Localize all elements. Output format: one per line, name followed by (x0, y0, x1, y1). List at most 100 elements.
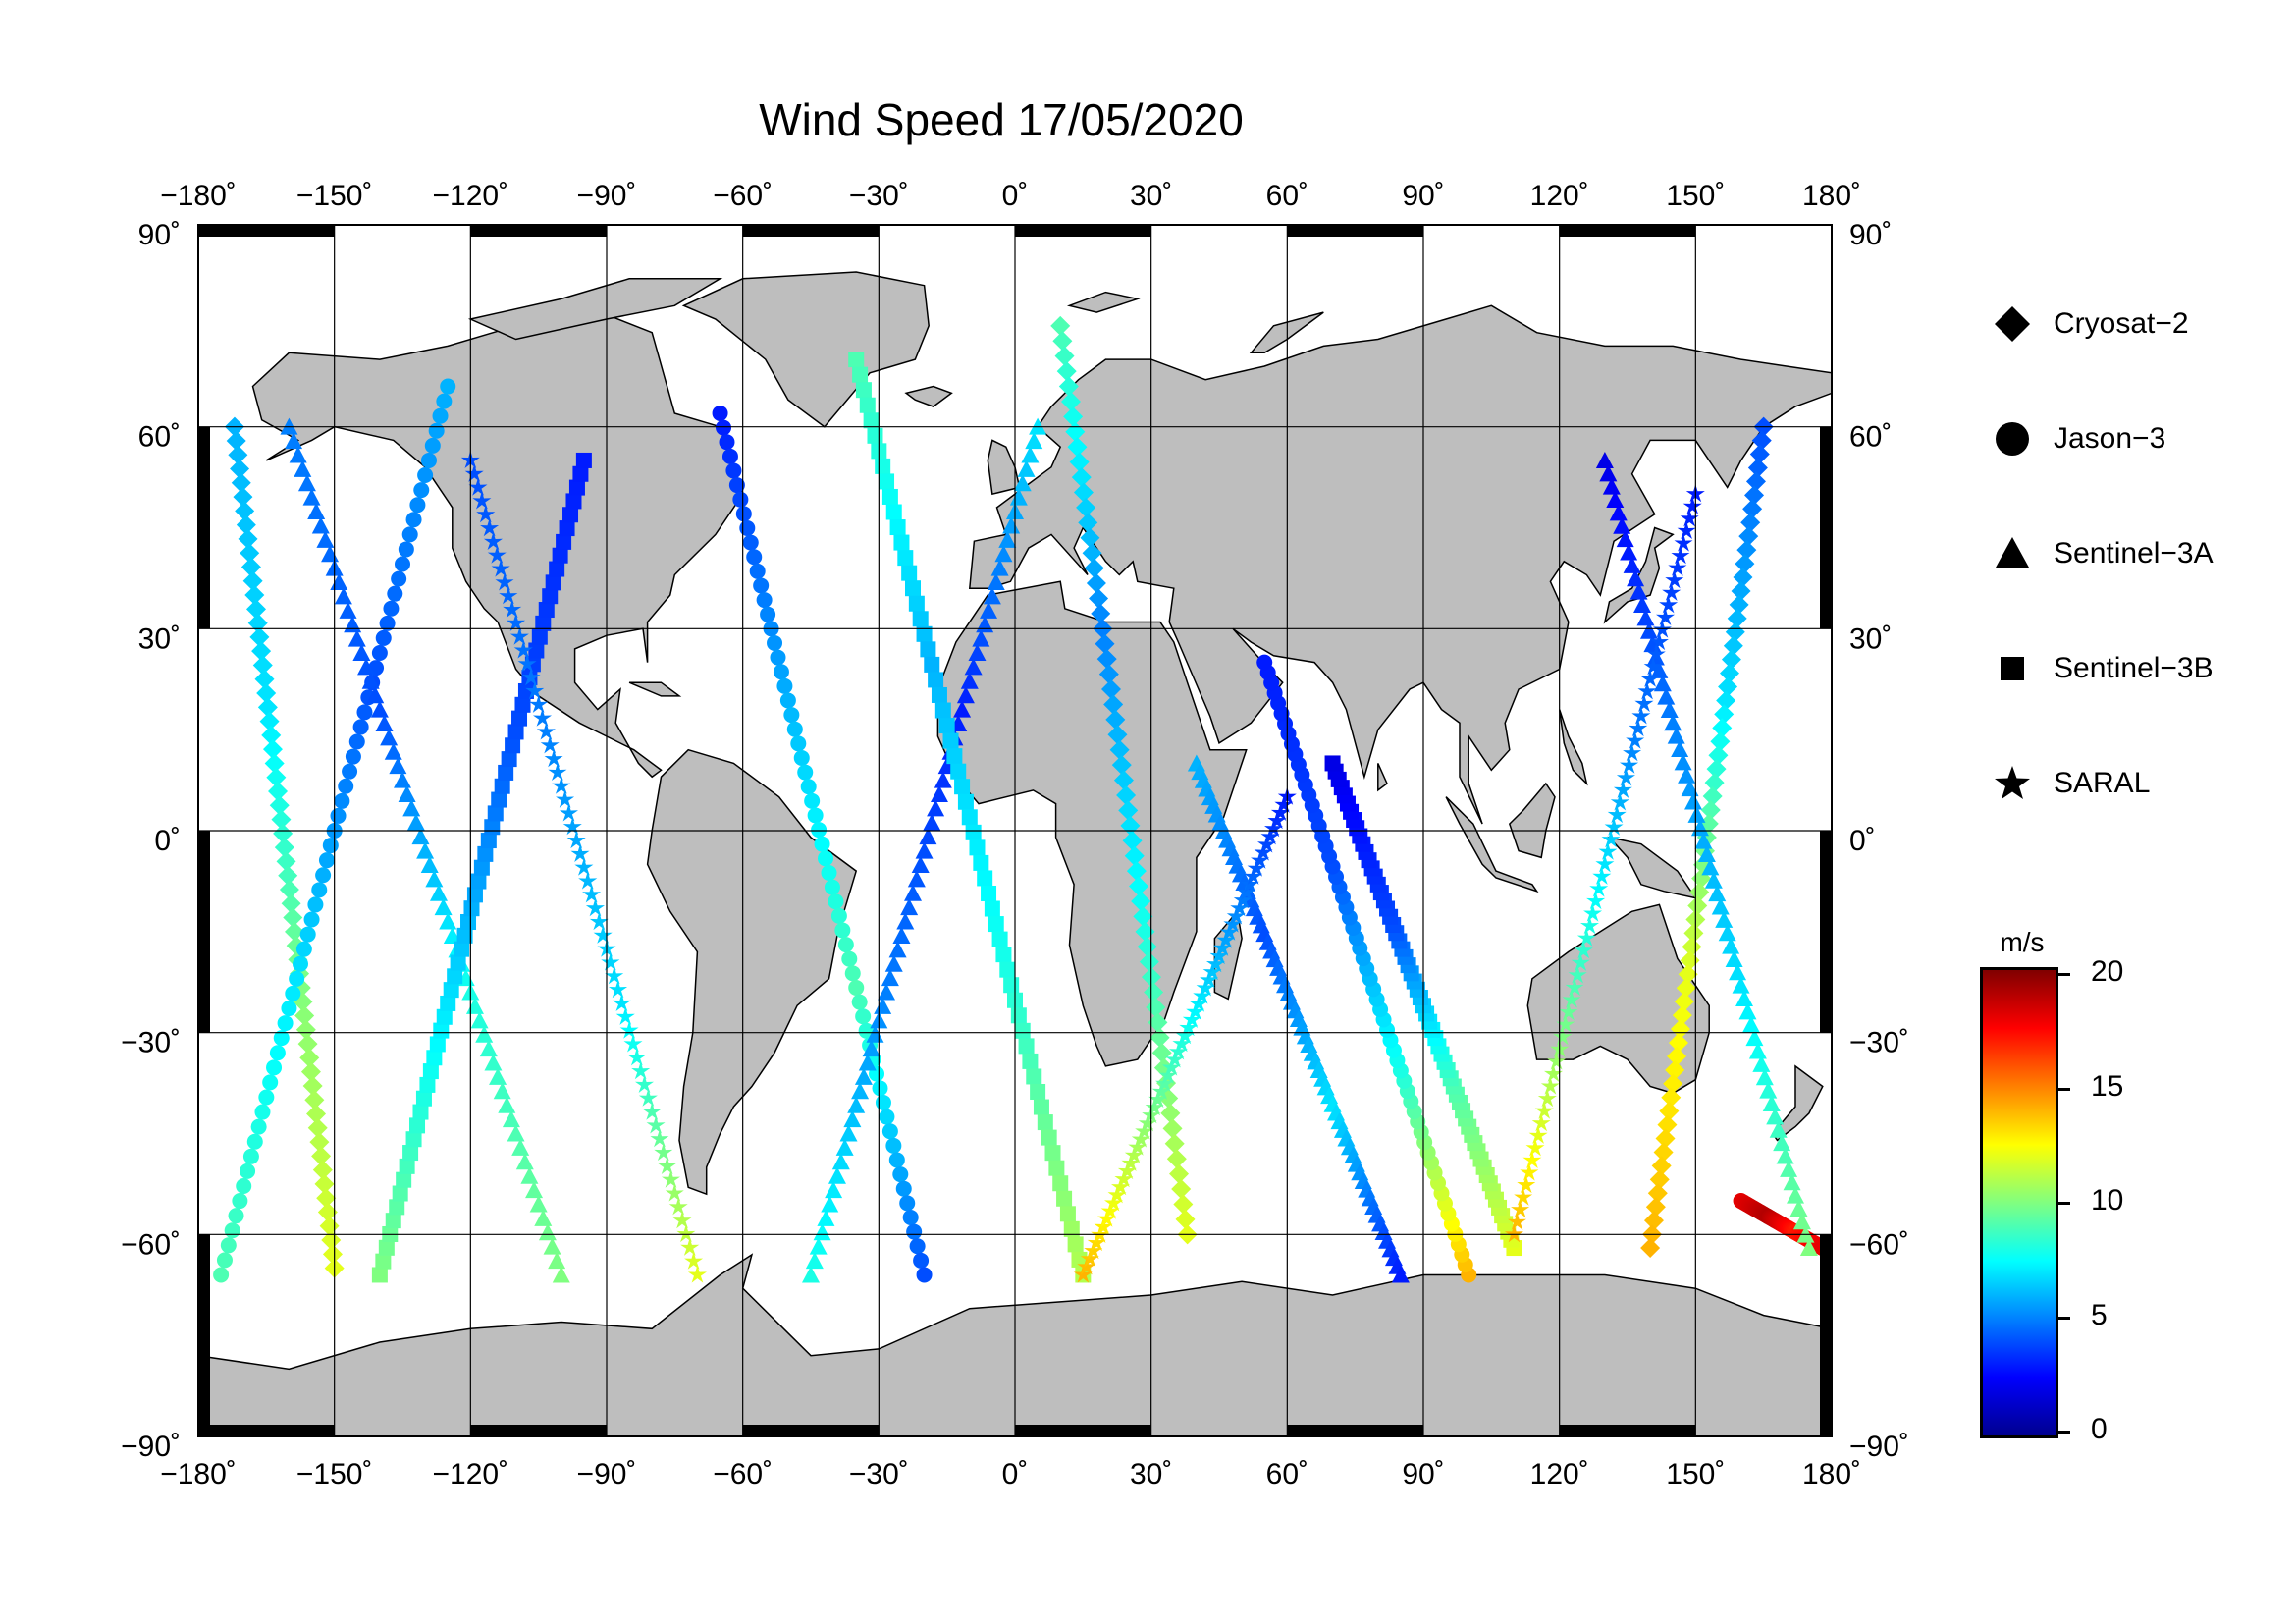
triangle-marker (1732, 976, 1750, 994)
triangle-marker (406, 813, 425, 831)
square-marker (549, 561, 565, 577)
triangle-marker (316, 530, 335, 548)
circle-marker (786, 721, 803, 737)
triangle-marker (411, 828, 430, 845)
square-marker (552, 547, 568, 564)
landmass-greenland (681, 271, 930, 428)
square-marker (562, 507, 579, 523)
circle-marker (834, 922, 851, 939)
square-marker (1041, 1129, 1057, 1146)
lat-tick-label-right: 0˚ (1849, 825, 1876, 857)
star-marker (1100, 1201, 1120, 1219)
series-star (460, 450, 1705, 1283)
triangle-marker (825, 1181, 843, 1199)
triangle-marker (380, 729, 399, 746)
diamond-marker (233, 487, 253, 508)
frame-segment (197, 1234, 210, 1436)
square-marker (392, 1185, 408, 1202)
frame-segment (198, 1425, 335, 1437)
triangle-marker (1787, 1186, 1805, 1204)
landmass-sumatra-java (1445, 796, 1539, 893)
square-marker (893, 534, 910, 551)
star-marker (668, 1197, 688, 1216)
square-marker (879, 473, 895, 490)
frame-segment (197, 831, 210, 1033)
square-marker (1022, 1053, 1039, 1069)
diamond-marker (1702, 786, 1723, 807)
triangle-marker (384, 742, 402, 760)
star-marker (1230, 898, 1250, 917)
star-marker (1616, 768, 1635, 786)
circle-marker (246, 1133, 263, 1150)
square-marker (415, 1090, 432, 1107)
diamond-marker (1674, 992, 1694, 1012)
star-marker (1540, 1076, 1560, 1095)
diamond-marker (238, 528, 258, 549)
square-marker (1010, 1007, 1027, 1024)
lon-tick-label-bottom: 60˚ (1266, 1458, 1308, 1490)
star-marker (1634, 693, 1654, 712)
diamond-marker (228, 445, 248, 465)
diamond-marker (244, 585, 265, 606)
star-marker (495, 572, 514, 591)
diamond-marker (1669, 1032, 1688, 1053)
circle-marker (725, 462, 742, 479)
triangle-marker (972, 629, 990, 647)
triangle-marker (1599, 464, 1618, 482)
diamond-marker (274, 838, 294, 858)
triangle-marker (534, 1209, 553, 1226)
diamond-marker (311, 1146, 332, 1166)
diamond-marker (317, 1202, 338, 1222)
square-marker (931, 686, 947, 703)
diamond-marker (1738, 526, 1759, 547)
square-marker (378, 1239, 395, 1256)
diamond-marker (322, 1244, 343, 1265)
diamond-marker (1063, 406, 1084, 427)
frame-segment (742, 1425, 880, 1437)
square-marker (466, 887, 483, 903)
star-marker (1677, 520, 1696, 539)
lon-tick-label-bottom: −180˚ (160, 1458, 237, 1490)
circle-marker (793, 749, 810, 766)
square-marker (514, 696, 531, 713)
circle-marker (807, 807, 824, 824)
triangle-marker (1671, 740, 1689, 758)
star-icon (1993, 764, 2032, 803)
diamond-marker (1678, 964, 1698, 985)
star-marker (1680, 509, 1699, 527)
star-marker (1592, 866, 1612, 885)
diamond-marker (300, 1061, 321, 1082)
circle-marker (742, 534, 759, 551)
star-marker (1665, 570, 1684, 589)
triangle-marker (352, 644, 371, 662)
circle-marker (311, 882, 328, 898)
square-marker (1003, 977, 1020, 994)
lon-tick-label-top: 90˚ (1402, 180, 1444, 212)
triangle-marker (821, 1195, 839, 1213)
diamond-marker (266, 767, 287, 787)
square-marker (950, 763, 967, 780)
square-marker (565, 493, 582, 510)
frame-segment (1287, 224, 1423, 237)
triangle-marker (470, 1011, 489, 1029)
triangle-marker (930, 784, 948, 802)
triangle-marker (888, 941, 907, 958)
circle-marker (216, 1252, 233, 1269)
triangle-marker (1735, 990, 1754, 1007)
diamond-marker (1659, 1101, 1680, 1121)
diamond-marker (1704, 773, 1725, 793)
star-marker (1562, 990, 1581, 1008)
star-marker (1583, 903, 1603, 922)
square-marker (855, 382, 872, 399)
triangle-marker (1792, 1213, 1811, 1230)
circle-marker (773, 664, 789, 680)
square-marker (954, 779, 971, 795)
triangle-marker (507, 1124, 525, 1142)
landmass-new-guinea (1607, 836, 1697, 899)
lon-tick-label-top: −30˚ (849, 180, 909, 212)
circle-marker (420, 452, 437, 468)
diamond-marker (1683, 923, 1704, 944)
diamond-marker (295, 1019, 316, 1040)
square-marker (575, 452, 592, 468)
diamond-marker (1665, 1059, 1685, 1080)
